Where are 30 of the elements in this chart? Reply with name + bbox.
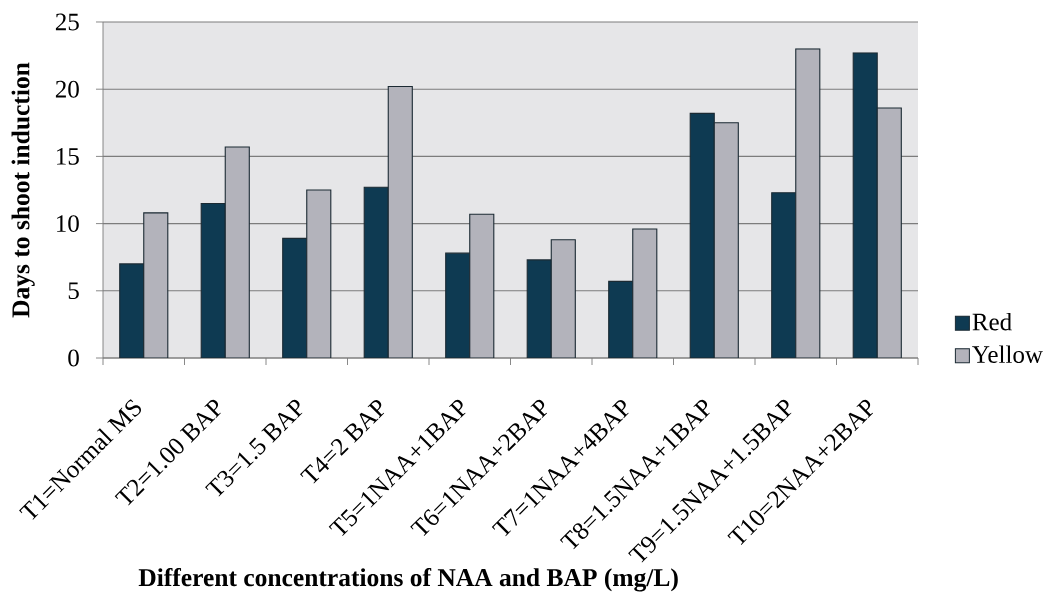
bar xyxy=(795,48,820,358)
bar xyxy=(143,212,168,358)
bar xyxy=(445,253,470,358)
bar xyxy=(852,52,878,358)
legend-label: Red xyxy=(972,312,1012,331)
bar xyxy=(608,281,633,358)
y-tick-label: 0 xyxy=(68,349,79,367)
bar xyxy=(551,239,576,358)
bar xyxy=(469,214,494,358)
bar xyxy=(282,238,307,358)
y-tick-label: 5 xyxy=(68,282,79,300)
bar xyxy=(225,146,250,358)
bar xyxy=(364,187,389,358)
bar xyxy=(771,192,796,358)
bar xyxy=(876,107,902,358)
bar xyxy=(690,113,715,358)
y-tick-label: 10 xyxy=(57,215,79,233)
bar xyxy=(388,86,413,358)
x-axis-title: Different concentrations of NAA and BAP (mg/L) xyxy=(138,567,678,592)
y-tick-label: 25 xyxy=(55,13,79,31)
bar xyxy=(119,263,144,358)
legend-label: Yellow xyxy=(972,345,1043,363)
y-tick-label: 20 xyxy=(55,80,79,98)
bar xyxy=(714,122,739,358)
bar xyxy=(632,228,657,358)
y-axis-title: Days to shoot induction xyxy=(11,62,35,318)
bar xyxy=(306,190,331,358)
bar xyxy=(201,203,226,358)
y-tick-label: 15 xyxy=(57,148,79,165)
bar xyxy=(527,259,552,358)
